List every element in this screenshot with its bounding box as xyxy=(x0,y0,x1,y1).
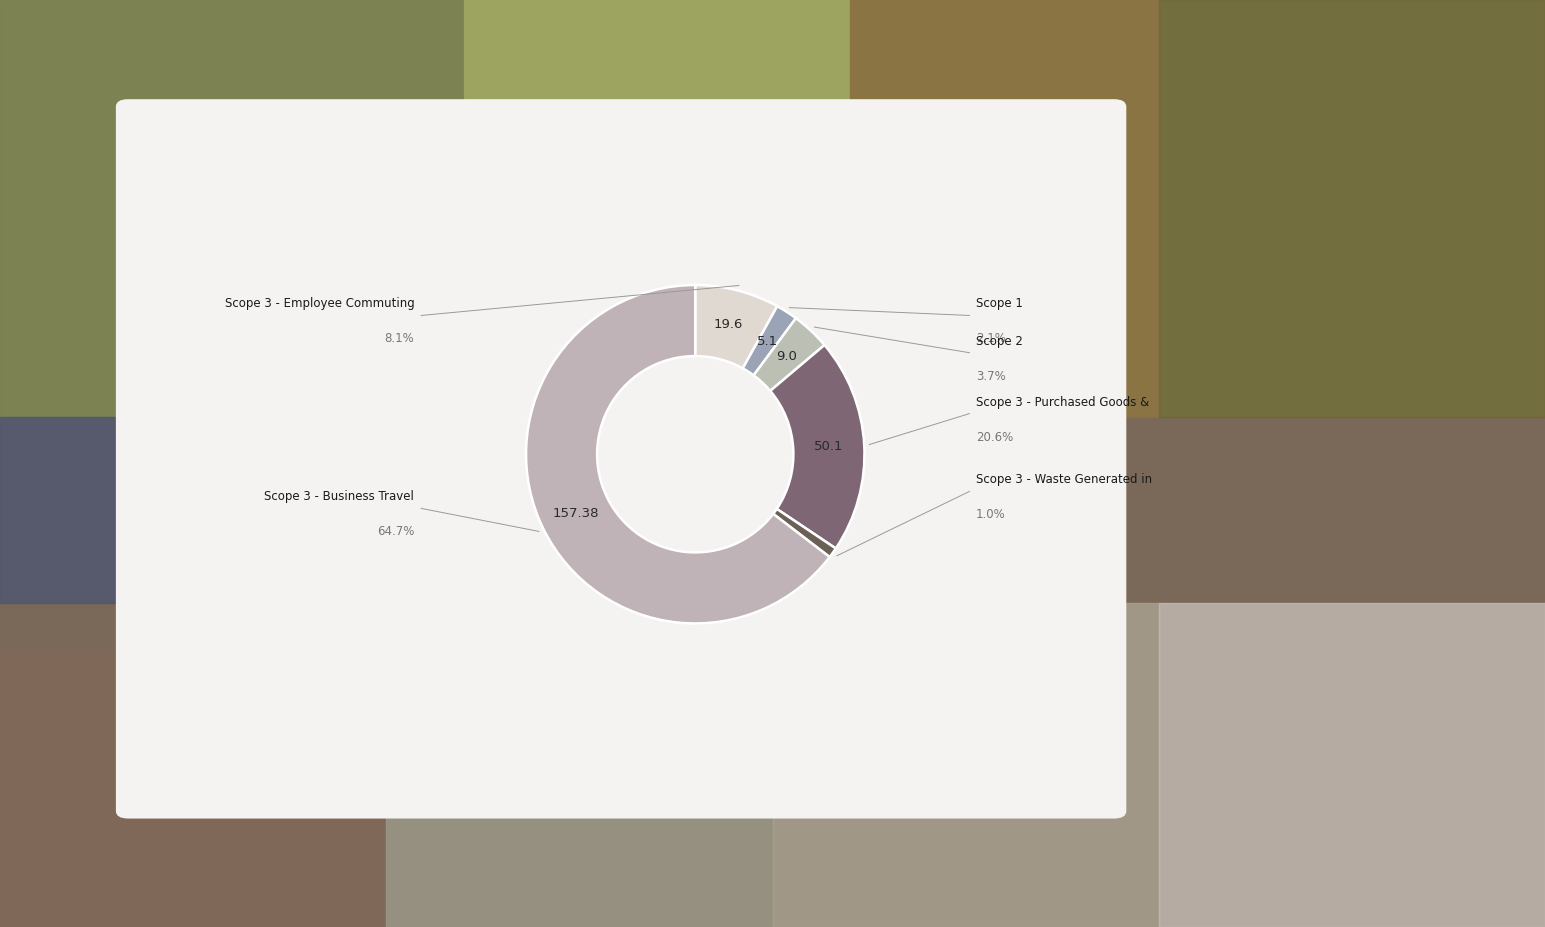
Text: 2.1%: 2.1% xyxy=(976,333,1006,346)
Wedge shape xyxy=(743,306,796,375)
Bar xyxy=(0,649,386,927)
Text: Scope 3 - Waste Generated in: Scope 3 - Waste Generated in xyxy=(976,474,1153,487)
Text: Scope 2: Scope 2 xyxy=(976,335,1023,348)
Text: 3.7%: 3.7% xyxy=(976,370,1006,383)
Text: Scope 3 - Business Travel: Scope 3 - Business Travel xyxy=(264,490,414,503)
Bar xyxy=(850,0,1159,417)
Text: 5.1: 5.1 xyxy=(757,336,779,349)
Bar xyxy=(386,603,772,927)
Bar xyxy=(772,603,1159,927)
Wedge shape xyxy=(754,318,825,391)
Text: 157.38: 157.38 xyxy=(552,507,598,520)
Bar xyxy=(464,0,850,417)
Wedge shape xyxy=(771,345,865,549)
Text: 19.6: 19.6 xyxy=(714,318,743,331)
Text: 9.0: 9.0 xyxy=(776,350,797,363)
Bar xyxy=(232,417,541,649)
Bar xyxy=(541,417,772,649)
Wedge shape xyxy=(525,285,830,624)
Text: 20.6%: 20.6% xyxy=(976,430,1014,443)
Bar xyxy=(0,417,232,603)
Text: Scope 3 - Purchased Goods &: Scope 3 - Purchased Goods & xyxy=(976,396,1149,409)
Text: 8.1%: 8.1% xyxy=(385,333,414,346)
Bar xyxy=(1159,603,1545,927)
Text: Scope 3 - Employee Commuting: Scope 3 - Employee Commuting xyxy=(224,298,414,311)
Bar xyxy=(0,0,464,417)
Text: 64.7%: 64.7% xyxy=(377,526,414,539)
Bar xyxy=(0,0,1545,417)
Bar xyxy=(0,417,1545,927)
Bar xyxy=(1159,0,1545,417)
Text: 50.1: 50.1 xyxy=(814,440,844,453)
Wedge shape xyxy=(772,509,836,557)
Text: Scope 1: Scope 1 xyxy=(976,298,1023,311)
Wedge shape xyxy=(695,285,777,368)
Text: 1.0%: 1.0% xyxy=(976,508,1006,521)
